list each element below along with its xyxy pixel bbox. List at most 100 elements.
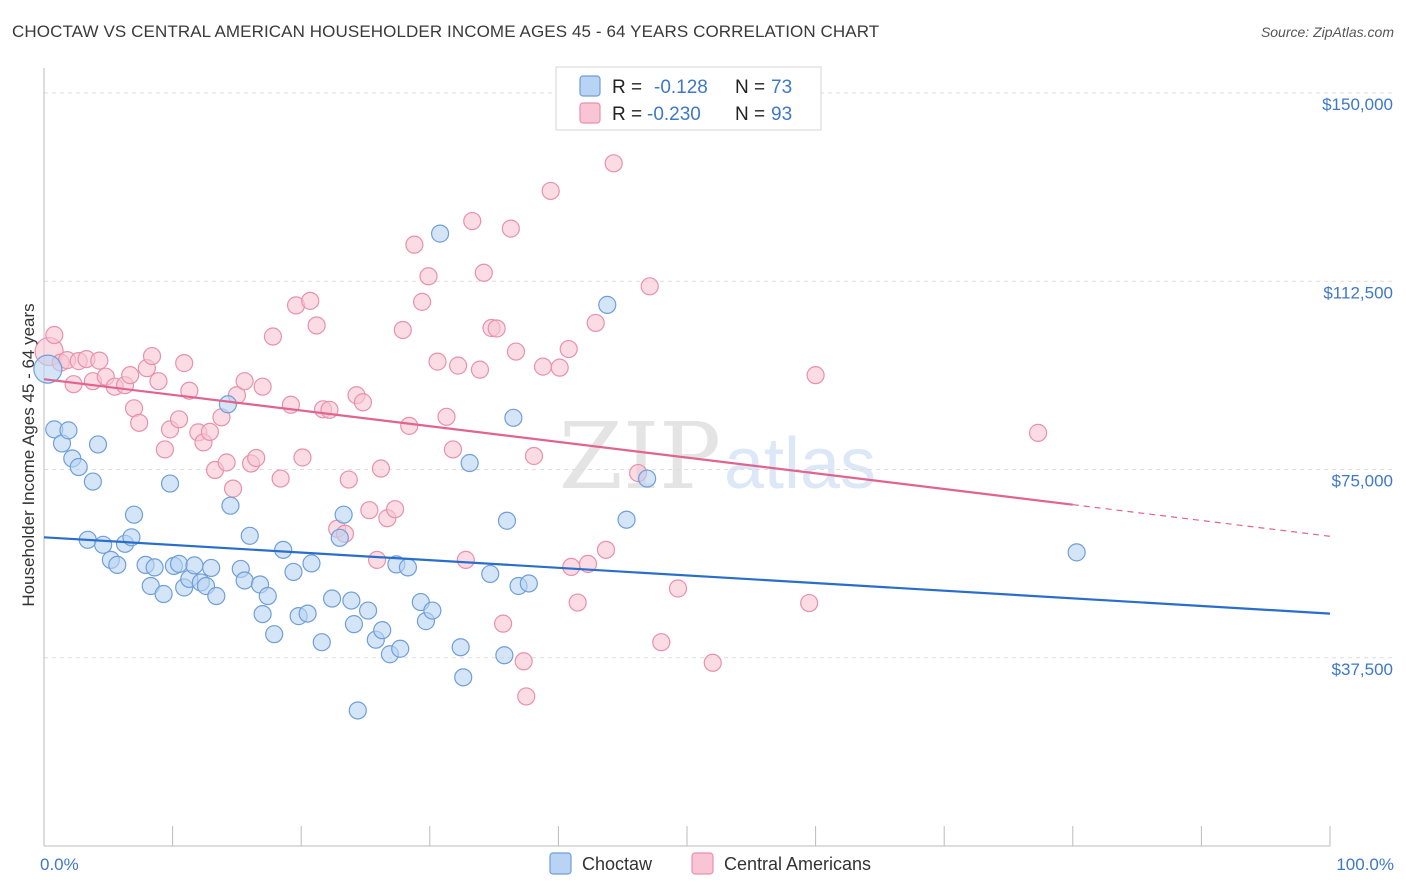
central-americans-point bbox=[806, 366, 825, 385]
central-americans-point bbox=[253, 377, 272, 396]
choctaw-point bbox=[221, 496, 240, 515]
central-americans-point bbox=[559, 339, 578, 359]
legend-n-label-central: N = bbox=[735, 104, 765, 125]
central-americans-point bbox=[437, 407, 456, 426]
central-americans-point bbox=[142, 346, 162, 366]
central-americans-point bbox=[223, 479, 243, 498]
choctaw-point bbox=[504, 408, 523, 427]
choctaw-point bbox=[83, 472, 102, 491]
chart-title: CHOCTAW VS CENTRAL AMERICAN HOUSEHOLDER … bbox=[12, 22, 880, 41]
central-americans-point bbox=[604, 154, 623, 173]
central-americans-point bbox=[121, 366, 140, 385]
central-americans-point bbox=[385, 500, 405, 519]
choctaw-point bbox=[88, 435, 108, 454]
central-americans-point bbox=[652, 633, 671, 652]
central-americans-point bbox=[703, 653, 722, 672]
choctaw-point bbox=[497, 511, 517, 530]
central-americans-point bbox=[400, 416, 419, 435]
central-americans-point bbox=[668, 579, 688, 598]
x-tick-label-max: 100.0% bbox=[1336, 855, 1394, 874]
central-americans-point bbox=[353, 393, 373, 412]
choctaw-point bbox=[284, 562, 303, 582]
central-americans-point bbox=[562, 557, 581, 577]
central-americans-point bbox=[405, 235, 424, 254]
legend: R = -0.128 N = 73 R = -0.230 N = 93 bbox=[555, 66, 822, 131]
legend-r-label-choctaw: R = bbox=[612, 77, 642, 98]
legend-r-value-central: -0.230 bbox=[647, 104, 701, 125]
central-americans-point bbox=[360, 501, 379, 520]
source-credit: Source: ZipAtlas.com bbox=[1260, 24, 1394, 40]
central-americans-point bbox=[501, 219, 520, 238]
central-americans-point bbox=[271, 469, 290, 488]
choctaw-point bbox=[334, 505, 353, 524]
legend-n-value-central: 93 bbox=[771, 104, 792, 125]
central-americans-point bbox=[419, 267, 438, 286]
choctaw-point bbox=[124, 505, 144, 524]
choctaw-point bbox=[460, 453, 479, 473]
central-americans-point bbox=[180, 381, 199, 400]
legend-r-label-central: R = bbox=[612, 104, 642, 125]
choctaw-point bbox=[240, 526, 259, 545]
choctaw-point bbox=[160, 474, 180, 493]
choctaw-point bbox=[398, 558, 418, 577]
choctaw-point bbox=[322, 589, 342, 608]
central-americans-point bbox=[149, 372, 168, 391]
central-americans-point bbox=[487, 319, 506, 338]
central-americans-point bbox=[524, 446, 544, 466]
choctaw-point bbox=[59, 421, 78, 440]
choctaw-point bbox=[373, 621, 392, 640]
central-americans-point bbox=[130, 413, 149, 432]
choctaw-point bbox=[69, 457, 88, 477]
central-americans-point bbox=[371, 459, 391, 478]
choctaw-point bbox=[358, 601, 378, 620]
choctaw-point bbox=[218, 395, 237, 414]
choctaw-point bbox=[154, 584, 173, 604]
central-americans-point bbox=[506, 342, 526, 361]
central-americans-point bbox=[263, 327, 283, 346]
central-americans-point bbox=[568, 593, 587, 612]
choctaw-point bbox=[391, 639, 410, 658]
choctaw-point bbox=[141, 576, 160, 596]
choctaw-point bbox=[344, 615, 364, 634]
choctaw-point bbox=[1067, 543, 1086, 562]
central-americans-point bbox=[235, 372, 254, 391]
central-americans-point bbox=[45, 325, 64, 345]
bottom-legend-label-choctaw: Choctaw bbox=[582, 854, 653, 874]
y-tick-label: $112,500 bbox=[1323, 283, 1393, 302]
x-tick-label-min: 0.0% bbox=[40, 855, 79, 874]
central-americans-point bbox=[456, 550, 475, 569]
legend-r-value-choctaw: -0.128 bbox=[654, 77, 708, 98]
central-americans-point bbox=[393, 320, 412, 340]
central-americans-point bbox=[800, 593, 819, 613]
central-americans-point bbox=[428, 352, 447, 371]
choctaw-point bbox=[207, 586, 226, 606]
central-americans-point bbox=[474, 263, 493, 282]
central-americans-point bbox=[169, 410, 189, 429]
central-americans-point bbox=[586, 313, 605, 333]
choctaw-point bbox=[454, 668, 473, 687]
bottom-legend-swatch-central bbox=[691, 852, 714, 875]
choctaw-point bbox=[253, 604, 272, 624]
central-americans-point bbox=[175, 354, 194, 373]
central-americans-point bbox=[200, 422, 219, 441]
watermark-atlas: atlas bbox=[724, 424, 876, 504]
choctaw-point bbox=[598, 295, 617, 314]
choctaw-point bbox=[451, 638, 470, 657]
central-americans-point bbox=[541, 181, 560, 201]
choctaw-point bbox=[202, 558, 221, 578]
central-americans-point bbox=[339, 470, 358, 489]
central-americans-point bbox=[412, 292, 432, 311]
bottom-legend-swatch-choctaw bbox=[549, 852, 572, 875]
central-americans-trend-extension bbox=[1072, 504, 1331, 537]
choctaw-point bbox=[348, 701, 367, 720]
central-americans-point bbox=[448, 356, 468, 375]
choctaw-point bbox=[265, 625, 284, 644]
central-americans-point bbox=[517, 687, 536, 706]
choctaw-point bbox=[495, 646, 514, 665]
choctaw-point bbox=[274, 540, 293, 559]
choctaw-point bbox=[185, 556, 204, 575]
choctaw-point bbox=[617, 510, 636, 529]
choctaw-point bbox=[169, 554, 189, 573]
choctaw-point bbox=[430, 224, 450, 243]
